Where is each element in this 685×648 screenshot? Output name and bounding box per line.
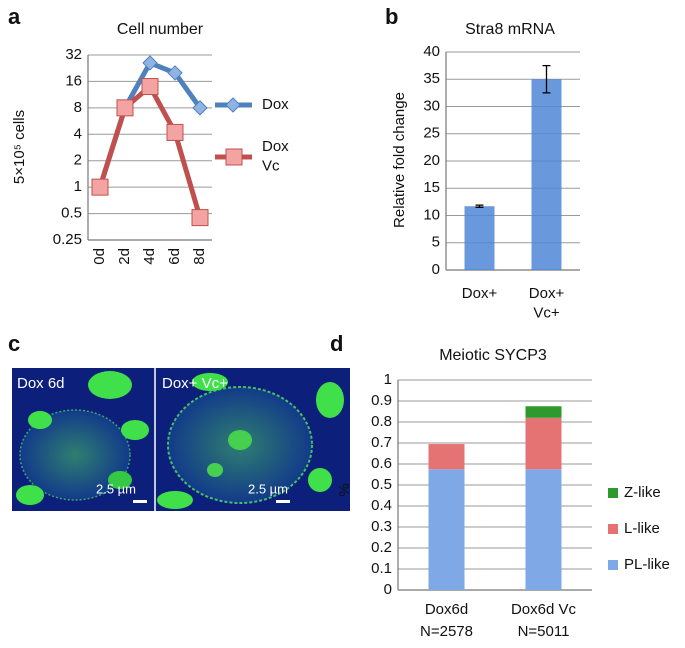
y-tick-label: 1	[74, 178, 82, 195]
y-tick-label: 0	[384, 581, 392, 598]
y-tick-label: 10	[423, 206, 440, 223]
y-tick-label: 0.5	[371, 476, 392, 493]
y-tick-label: 40	[423, 43, 440, 60]
bar-segment	[525, 417, 562, 470]
legend-marker	[225, 148, 243, 166]
point	[91, 178, 109, 196]
point	[166, 123, 184, 141]
bar-segment	[428, 469, 465, 590]
y-tick-label: 0.7	[371, 434, 392, 451]
legend-marker	[225, 97, 241, 113]
scale-label: 2.5 µm	[248, 481, 288, 496]
x-tick-label: Dox6d	[425, 601, 468, 618]
y-tick-label: 15	[423, 179, 440, 196]
y-tick-label: 8	[74, 99, 82, 116]
bar-segment	[525, 406, 562, 418]
y-axis-label: Relative fold change	[391, 92, 408, 228]
y-tick-label: 0	[432, 261, 440, 278]
series-line	[97, 84, 203, 219]
y-tick-label: 32	[65, 46, 82, 63]
y-tick-label: 0.9	[371, 392, 392, 409]
panel-letter: d	[330, 331, 343, 356]
image-label: Dox 6d	[17, 375, 65, 392]
legend-label: Z-like	[624, 484, 661, 501]
legend-label: L-like	[624, 520, 660, 537]
y-tick-label: 0.1	[371, 560, 392, 577]
x-tick-label: 8d	[191, 248, 208, 265]
y-tick-label: 1	[384, 371, 392, 388]
legend-label: PL-like	[624, 556, 670, 573]
micrograph	[12, 368, 350, 511]
y-tick-label: 30	[423, 97, 440, 114]
error-bar	[475, 204, 484, 208]
legend-label: Dox	[262, 96, 289, 113]
error-bar	[542, 64, 551, 94]
point	[191, 209, 209, 227]
x-tick-label: 0d	[91, 248, 108, 265]
panel-letter: b	[385, 4, 398, 29]
x-tick-label: 4d	[141, 248, 158, 265]
chart-title: Cell number	[117, 21, 204, 38]
x-tick-label: 6d	[166, 248, 183, 265]
point	[192, 100, 208, 116]
point	[116, 99, 134, 117]
bar	[464, 206, 495, 270]
y-tick-label: 0.5	[61, 205, 82, 222]
y-tick-label: 16	[65, 72, 82, 89]
bar	[531, 79, 562, 270]
y-tick-label: 2	[74, 152, 82, 169]
y-tick-label: 20	[423, 152, 440, 169]
x-tick-label: 2d	[116, 248, 133, 265]
x-tick-label: Dox+	[462, 285, 498, 302]
bar-segment	[525, 469, 562, 590]
x-sublabel: N=2578	[420, 623, 473, 640]
point	[167, 65, 183, 81]
y-tick-label: 0.8	[371, 413, 392, 430]
image-label: Dox+ Vc+	[162, 375, 228, 392]
point	[141, 78, 159, 96]
panel-letter: a	[8, 4, 21, 29]
scale-label: 2.5 µm	[96, 481, 136, 496]
y-tick-label: 25	[423, 125, 440, 142]
x-tick-label: Dox6d Vc	[511, 601, 577, 618]
point	[142, 55, 158, 71]
legend-swatch	[608, 560, 618, 570]
y-tick-label: 35	[423, 70, 440, 87]
y-tick-label: 0.3	[371, 518, 392, 535]
y-tick-label: 0.6	[371, 455, 392, 472]
x-tick-label: Dox+ Vc+	[529, 285, 565, 322]
y-tick-label: 0.4	[371, 497, 392, 514]
y-tick-label: 4	[74, 125, 82, 142]
legend-label: Dox Vc	[262, 138, 289, 175]
y-axis-label: %	[336, 483, 353, 496]
x-sublabel: N=5011	[518, 623, 570, 640]
panel-letter: c	[8, 331, 20, 356]
legend-swatch	[608, 488, 618, 498]
y-axis-label: 5×10⁵ cells	[11, 110, 28, 184]
y-tick-label: 5	[432, 234, 440, 251]
chart-title: Stra8 mRNA	[465, 21, 555, 38]
chart-title: Meiotic SYCP3	[439, 347, 547, 364]
y-tick-label: 0.2	[371, 539, 392, 556]
bar-segment	[428, 444, 465, 470]
y-tick-label: 0.25	[53, 231, 82, 248]
legend-swatch	[608, 524, 618, 534]
